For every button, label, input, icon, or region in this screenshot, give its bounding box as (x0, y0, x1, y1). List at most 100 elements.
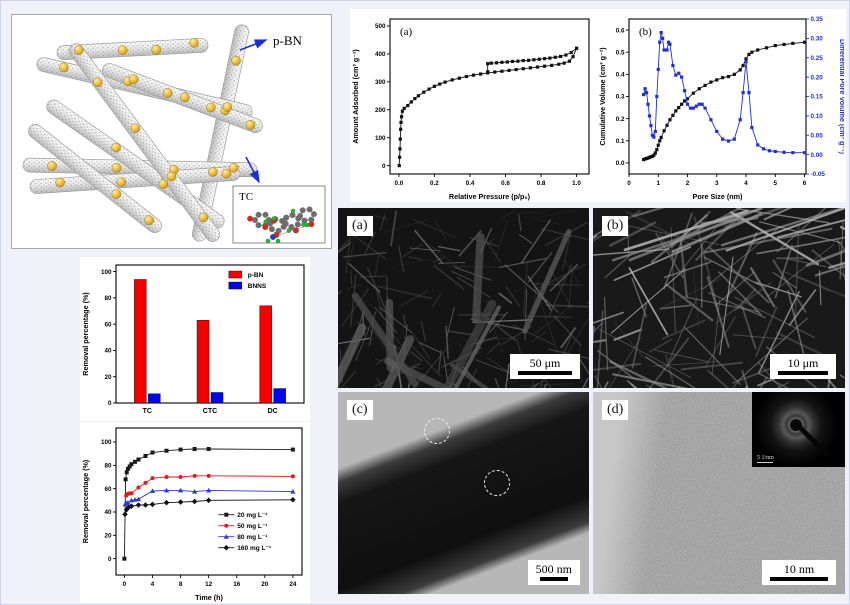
tc-label: TC (239, 191, 253, 203)
scale-bar-a: 50 μm (510, 354, 580, 379)
svg-text:60: 60 (104, 321, 112, 328)
svg-text:TC: TC (143, 408, 152, 415)
svg-text:300: 300 (375, 79, 386, 86)
svg-text:(b): (b) (639, 26, 652, 38)
svg-text:8: 8 (179, 581, 183, 588)
svg-text:Removal percentage (%): Removal percentage (%) (81, 459, 90, 543)
svg-text:4: 4 (151, 581, 155, 588)
pore-size-distribution-chart: 0 1 2 3 4 5 6 0.0 0.1 0.2 0.3 0.4 0.5 0.6 -0.05 0.00 0.0… (597, 9, 847, 202)
svg-text:0.6: 0.6 (501, 180, 510, 187)
svg-text:6: 6 (803, 180, 807, 187)
svg-text:(a): (a) (400, 26, 413, 38)
svg-text:12: 12 (205, 581, 213, 588)
svg-text:Differential Pore Volume (cm³: Differential Pore Volume (cm³ g⁻¹) (838, 39, 844, 155)
svg-text:0.20: 0.20 (811, 74, 824, 81)
svg-text:CTC: CTC (203, 408, 217, 415)
scale-bar-text: 50 μm (529, 356, 561, 370)
svg-text:0.2: 0.2 (430, 180, 439, 187)
svg-text:0: 0 (123, 581, 127, 588)
svg-text:0.5: 0.5 (616, 49, 625, 56)
svg-text:2: 2 (686, 180, 690, 187)
svg-text:20: 20 (104, 374, 112, 381)
svg-text:Relative Pressure (p/p₀): Relative Pressure (p/p₀) (449, 192, 531, 201)
panel-label-b: (b) (602, 216, 629, 236)
svg-text:Cumulative Volume (cm³ g⁻¹): Cumulative Volume (cm³ g⁻¹) (598, 47, 607, 146)
svg-text:24: 24 (289, 581, 297, 588)
svg-text:p-BN: p-BN (248, 272, 264, 279)
isotherm-plots-panel: 0.0 0.2 0.4 0.6 0.8 1.0 0 100 200 300 400 500 (a) Rel… (350, 9, 847, 202)
scale-bar-b: 10 μm (770, 354, 836, 379)
svg-text:0.35: 0.35 (811, 16, 824, 23)
diffraction-inset: 5 1/nm (752, 392, 845, 467)
scale-bar-d: 10 nm (762, 560, 836, 585)
svg-text:500: 500 (375, 23, 386, 30)
svg-text:3: 3 (715, 180, 719, 187)
svg-text:60: 60 (104, 486, 112, 493)
svg-text:Removal percentage (%): Removal percentage (%) (81, 292, 90, 376)
beam-stop-rod (793, 421, 830, 458)
sem-image-a: (a) 50 μm (338, 208, 589, 388)
svg-text:80 mg L⁻¹: 80 mg L⁻¹ (237, 534, 267, 541)
svg-text:5: 5 (774, 180, 778, 187)
diffraction-scale: 5 1/nm (757, 455, 774, 463)
kinetics-line-chart: 0 4 8 12 16 20 24 0 20 40 60 80 100 Time (h) Removal p… (80, 422, 310, 603)
tem-image-d: 5 1/nm (d) 10 nm (593, 392, 845, 594)
svg-text:100: 100 (101, 439, 112, 446)
svg-text:0.25: 0.25 (811, 55, 824, 62)
svg-text:0.30: 0.30 (811, 36, 824, 43)
svg-text:Pore Size (nm): Pore Size (nm) (693, 192, 744, 201)
scale-bar-line (518, 371, 572, 375)
svg-text:0.2: 0.2 (616, 116, 625, 123)
scale-bar-line (778, 371, 828, 375)
svg-text:0.4: 0.4 (616, 72, 625, 79)
removal-bar-chart: 0 20 40 60 80 100 TC CTC DC Removal percentage (%… (80, 257, 310, 421)
svg-text:160 mg L⁻¹: 160 mg L⁻¹ (237, 545, 271, 552)
scale-bar-text: 10 nm (783, 562, 815, 576)
pbn-label: p-BN (273, 33, 303, 48)
svg-text:40: 40 (104, 348, 112, 355)
svg-text:DC: DC (268, 408, 278, 415)
svg-text:0.8: 0.8 (537, 180, 546, 187)
svg-text:200: 200 (375, 107, 386, 114)
svg-text:4: 4 (744, 180, 748, 187)
svg-text:1: 1 (656, 180, 660, 187)
svg-text:0.1: 0.1 (616, 138, 625, 145)
svg-text:-0.05: -0.05 (811, 171, 826, 178)
tem-image-c: (c) 500 nm (338, 392, 589, 594)
svg-text:0.0: 0.0 (395, 180, 404, 187)
scale-bar-line (539, 577, 568, 581)
adsorption-isotherm-chart: 0.0 0.2 0.4 0.6 0.8 1.0 0 100 200 300 400 500 (a) Rel… (350, 9, 597, 202)
nanofiber-schematic-panel: p-BN TC (11, 14, 332, 249)
svg-text:40: 40 (104, 509, 112, 516)
svg-text:0.4: 0.4 (466, 180, 475, 187)
svg-text:0.3: 0.3 (616, 94, 625, 101)
scale-bar-line (770, 577, 828, 581)
svg-text:BNNS: BNNS (248, 283, 267, 290)
dashed-circle-marker (484, 470, 510, 496)
svg-text:20 mg L⁻¹: 20 mg L⁻¹ (237, 512, 267, 519)
svg-text:16: 16 (233, 581, 241, 588)
panel-label-a: (a) (347, 216, 373, 236)
diffraction-scale-text: 5 1/nm (757, 455, 774, 461)
svg-text:0.0: 0.0 (616, 160, 625, 167)
svg-text:0: 0 (108, 556, 112, 563)
svg-text:Amount Adsorbed (cm³ g⁻¹): Amount Adsorbed (cm³ g⁻¹) (351, 49, 360, 144)
svg-text:0.05: 0.05 (811, 132, 824, 139)
svg-text:0: 0 (108, 400, 112, 407)
svg-text:50 mg L⁻¹: 50 mg L⁻¹ (237, 523, 267, 530)
svg-text:0.15: 0.15 (811, 94, 824, 101)
svg-text:Time (h): Time (h) (195, 593, 223, 602)
svg-text:100: 100 (101, 269, 112, 276)
dashed-circle-marker (424, 418, 450, 444)
scale-bar-text: 500 nm (535, 562, 572, 576)
sem-image-b: (b) 10 μm (593, 208, 845, 388)
svg-text:0.6: 0.6 (616, 27, 625, 34)
diffraction-scale-line (757, 462, 773, 463)
svg-text:0: 0 (627, 180, 631, 187)
svg-text:400: 400 (375, 51, 386, 58)
svg-text:20: 20 (104, 533, 112, 540)
svg-text:100: 100 (375, 135, 386, 142)
svg-text:80: 80 (104, 295, 112, 302)
svg-text:80: 80 (104, 463, 112, 470)
